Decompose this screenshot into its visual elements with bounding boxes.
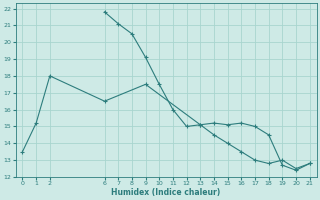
X-axis label: Humidex (Indice chaleur): Humidex (Indice chaleur) — [111, 188, 221, 197]
